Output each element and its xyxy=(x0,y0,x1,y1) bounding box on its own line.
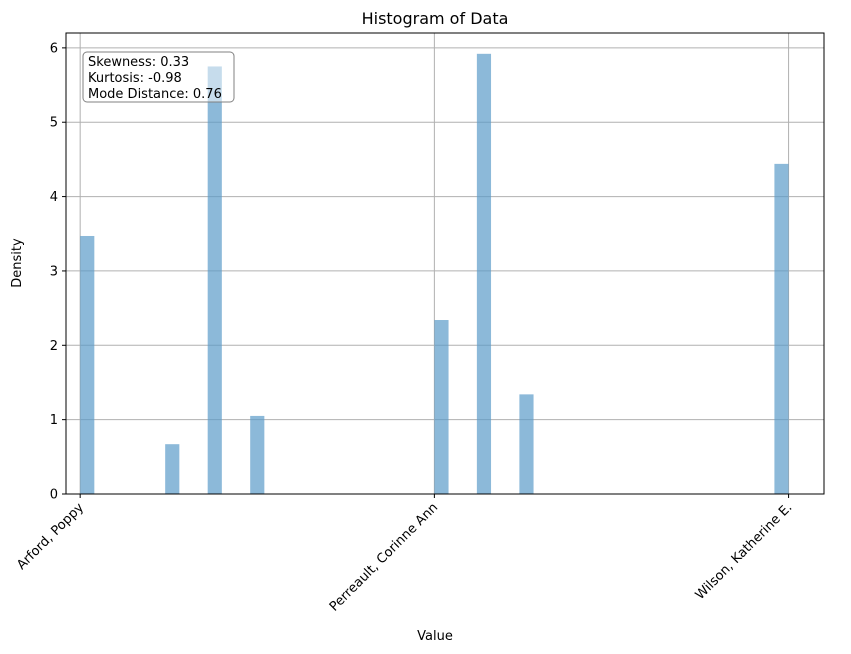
stat-mode-distance: Mode Distance: 0.76 xyxy=(88,87,222,102)
x-axis-label: Value xyxy=(417,629,453,644)
histogram-bar xyxy=(80,235,95,494)
stat-kurtosis: Kurtosis: -0.98 xyxy=(88,71,182,86)
x-axis-ticks: Arford, Poppy Perreault, Corinne Ann Wilso… xyxy=(14,494,795,615)
y-tick-label: 5 xyxy=(50,116,58,131)
y-tick-label: 6 xyxy=(50,41,58,56)
histogram-bar xyxy=(476,53,492,494)
chart-title: Histogram of Data xyxy=(362,9,509,28)
histogram-bar xyxy=(774,163,789,495)
x-tick-label: Arford, Poppy xyxy=(14,500,87,573)
histogram-bar xyxy=(207,66,222,494)
histogram-bar xyxy=(434,320,449,494)
x-tick-label: Perreault, Corinne Ann xyxy=(327,500,441,614)
histogram-bar xyxy=(250,415,265,494)
grid-lines xyxy=(66,33,824,495)
bars-group xyxy=(80,53,789,495)
y-tick-label: 0 xyxy=(50,488,58,503)
plot-frame xyxy=(65,32,825,495)
y-tick-label: 1 xyxy=(50,413,58,428)
histogram-bar xyxy=(519,394,534,494)
stats-annotation: Skewness: 0.33 Kurtosis: -0.98 Mode Dist… xyxy=(82,51,235,103)
x-tick-label: Wilson, Katherine E. xyxy=(693,500,796,603)
stat-skewness: Skewness: 0.33 xyxy=(88,55,189,70)
y-axis-label: Density xyxy=(10,238,25,288)
y-tick-label: 4 xyxy=(50,190,58,205)
y-tick-label: 2 xyxy=(50,339,58,354)
histogram-bar xyxy=(165,444,180,494)
y-axis-ticks: 0 1 2 3 4 5 6 xyxy=(50,41,66,503)
stats-box xyxy=(82,51,235,103)
y-tick-label: 3 xyxy=(50,264,58,279)
